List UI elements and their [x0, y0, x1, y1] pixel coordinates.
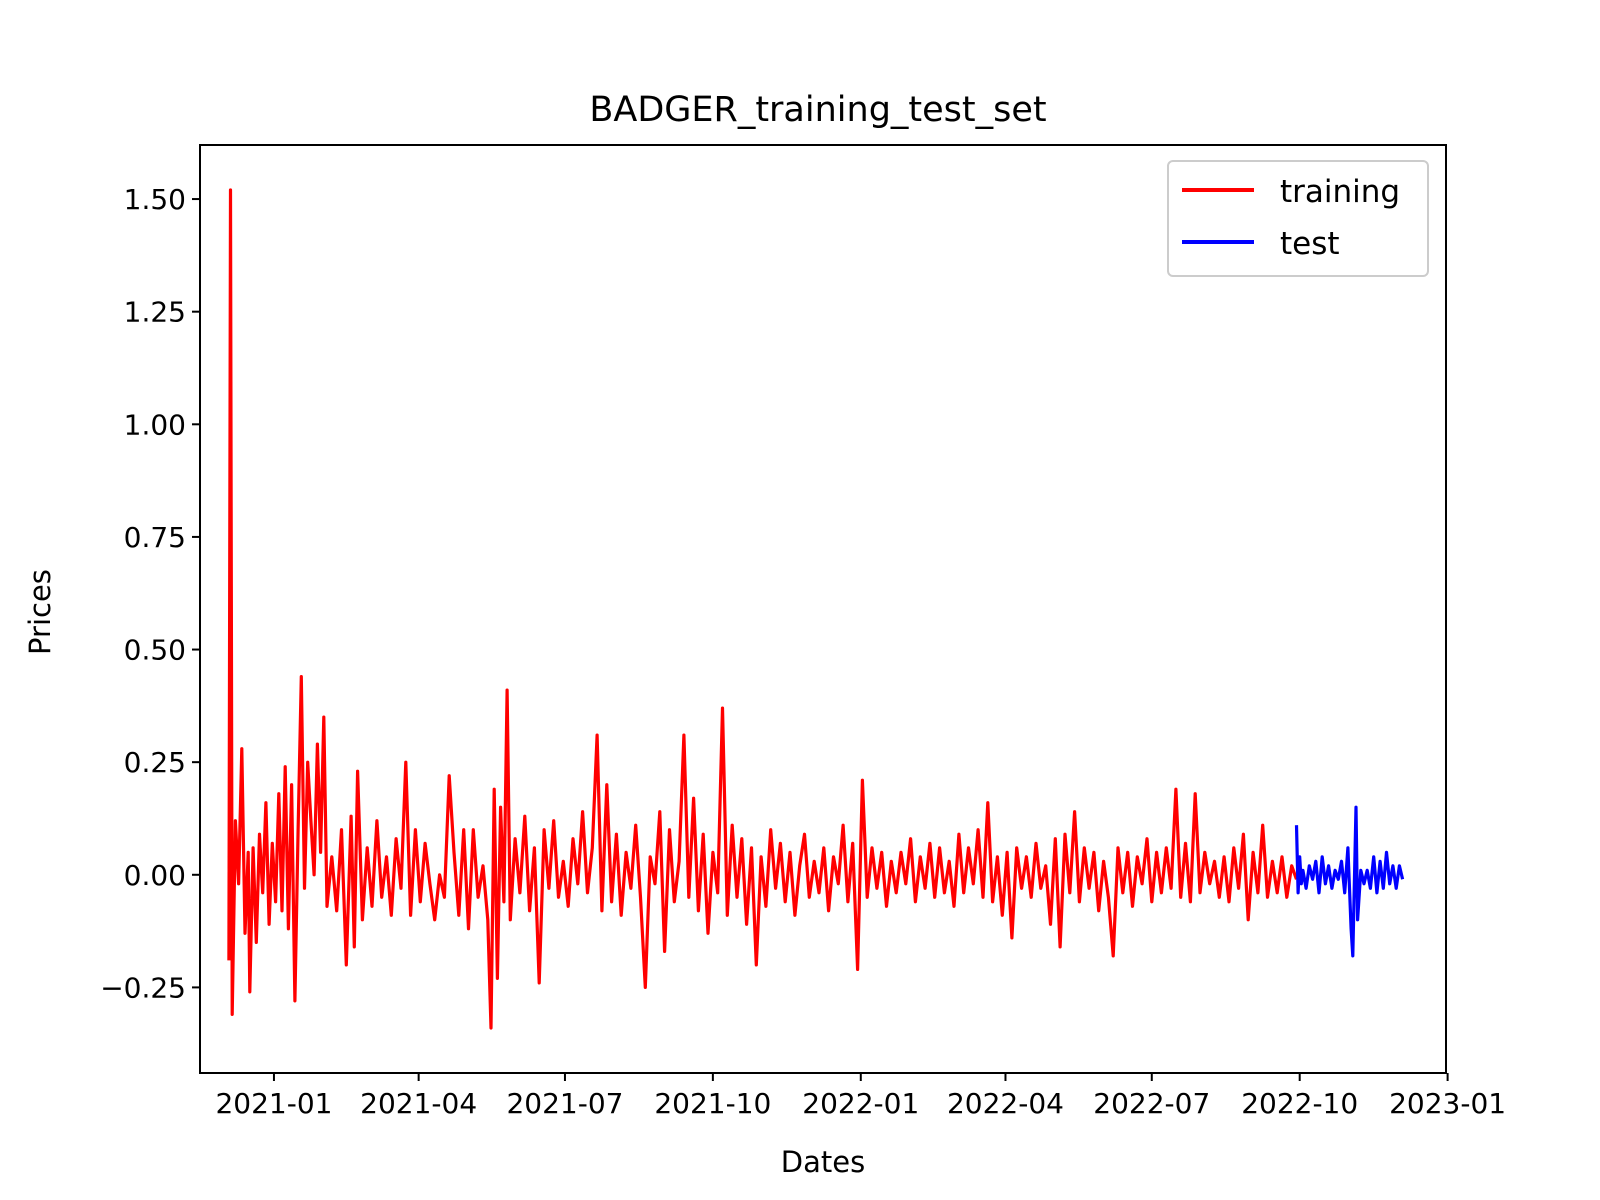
x-tick-label: 2021-01: [215, 1087, 332, 1120]
y-tick-label: 1.00: [124, 408, 186, 441]
legend-label-training: training: [1280, 174, 1400, 210]
x-tick-label: 2022-04: [947, 1087, 1064, 1120]
y-tick-label: 0.75: [124, 521, 186, 554]
series-layer: [227, 188, 1405, 1030]
series-line-training: [227, 188, 1299, 1030]
x-axis: 2021-01 2021-04 2021-07 2021-10 2022-01 2022-…: [215, 1073, 1506, 1120]
x-tick-label: 2022-07: [1093, 1087, 1210, 1120]
chart-title: BADGER_training_test_set: [589, 90, 1046, 130]
y-tick-label: 0.00: [124, 859, 186, 892]
x-tick-label: 2022-10: [1241, 1087, 1358, 1120]
plot-frame: [199, 144, 1447, 1074]
legend-label-test: test: [1280, 226, 1340, 262]
y-tick-label: 0.50: [124, 634, 186, 667]
x-tick-label: 2021-10: [654, 1087, 771, 1120]
y-axis: 1.50 1.25 1.00 0.75 0.50 0.25 0.00 −0.25: [100, 183, 200, 1004]
y-tick-label: 0.25: [124, 746, 186, 779]
y-tick-label: 1.50: [124, 183, 186, 216]
x-tick-label: 2021-04: [360, 1087, 477, 1120]
x-axis-title: Dates: [781, 1145, 865, 1179]
y-axis-title: Prices: [23, 569, 57, 655]
y-tick-label: −0.25: [100, 971, 186, 1004]
x-tick-label: 2022-01: [802, 1087, 919, 1120]
x-tick-label: 2021-07: [506, 1087, 623, 1120]
x-tick-label: 2023-01: [1389, 1087, 1506, 1120]
y-tick-label: 1.25: [124, 296, 186, 329]
series-line-test: [1294, 805, 1405, 958]
legend: training test: [1167, 160, 1429, 277]
